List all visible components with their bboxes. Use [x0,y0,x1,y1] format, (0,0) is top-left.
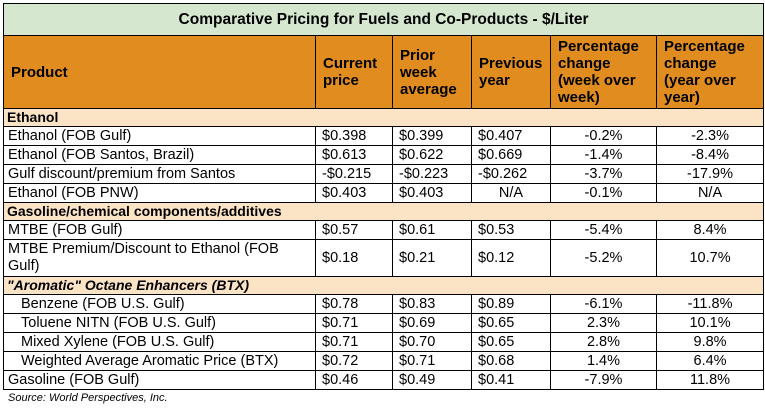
table-row: MTBE Premium/Discount to Ethanol (FOB Gu… [3,239,765,277]
pct-change-year: 10.7% [655,239,765,277]
previous-year-price: $0.53 [471,220,551,240]
pct-change-year: N/A [655,183,765,203]
pct-change-week: -1.4% [550,145,657,165]
pct-change-week: -6.1% [550,294,657,314]
pct-change-week: -0.1% [550,183,657,203]
pct-change-year: -8.4% [655,145,765,165]
pct-change-year: 6.4% [655,351,765,371]
current-price: -$0.215 [315,164,393,184]
pricing-table-container: Comparative Pricing for Fuels and Co-Pro… [2,3,765,404]
prior-week-price: $0.71 [392,351,472,371]
current-price: $0.46 [315,370,393,390]
header-previous-year: Previous year [471,35,551,109]
prior-week-price: $0.69 [392,313,472,333]
current-price: $0.71 [315,332,393,352]
previous-year-price: $0.65 [471,332,551,352]
pct-change-week: -3.7% [550,164,657,184]
table-row: Ethanol (FOB Santos, Brazil) $0.613 $0.6… [3,145,765,165]
prior-week-price: $0.622 [392,145,472,165]
product-name: Benzene (FOB U.S. Gulf) [3,294,316,314]
table-title: Comparative Pricing for Fuels and Co-Pro… [2,3,765,36]
prior-week-price: $0.61 [392,220,472,240]
header-row: Product Current price Prior week average… [3,35,765,109]
product-name: Ethanol (FOB Santos, Brazil) [3,145,316,165]
pct-change-year: -2.3% [655,126,765,146]
pct-change-week: -5.2% [550,239,657,277]
pct-change-week: 1.4% [550,351,657,371]
pct-change-week: 2.3% [550,313,657,333]
section-title: "Aromatic" Octane Enhancers (BTX) [2,276,765,295]
prior-week-price: $0.399 [392,126,472,146]
pct-change-year: -17.9% [655,164,765,184]
previous-year-price: $0.41 [471,370,551,390]
current-price: $0.57 [315,220,393,240]
product-name: MTBE (FOB Gulf) [3,220,316,240]
table-row: Toluene NITN (FOB U.S. Gulf) $0.71 $0.69… [3,313,765,333]
source-note: Source: World Perspectives, Inc. [8,392,168,404]
current-price: $0.18 [315,239,393,277]
table-row: MTBE (FOB Gulf) $0.57 $0.61 $0.53 -5.4% … [3,220,765,240]
product-name: Ethanol (FOB Gulf) [3,126,316,146]
pct-change-week: 2.8% [550,332,657,352]
header-prior-week: Prior week average [392,35,472,109]
table-row: Gasoline (FOB Gulf) $0.46 $0.49 $0.41 -7… [3,370,765,390]
previous-year-price: $0.65 [471,313,551,333]
pct-change-year: 9.8% [655,332,765,352]
table-row: Ethanol (FOB Gulf) $0.398 $0.399 $0.407 … [3,126,765,146]
section-title: Ethanol [2,108,765,127]
header-pct-year: Percentage change (year over year) [655,35,765,109]
prior-week-price: $0.70 [392,332,472,352]
table-row: Weighted Average Aromatic Price (BTX) $0… [3,351,765,371]
pricing-table: Comparative Pricing for Fuels and Co-Pro… [2,3,765,390]
current-price: $0.71 [315,313,393,333]
current-price: $0.613 [315,145,393,165]
header-pct-week: Percentage change (week over week) [550,35,657,109]
previous-year-price: $0.669 [471,145,551,165]
current-price: $0.398 [315,126,393,146]
product-name: Mixed Xylene (FOB U.S. Gulf) [3,332,316,352]
pct-change-week: -5.4% [550,220,657,240]
pct-change-year: 10.1% [655,313,765,333]
table-row: Benzene (FOB U.S. Gulf) $0.78 $0.83 $0.8… [3,294,765,314]
previous-year-price: $0.68 [471,351,551,371]
section-row-ethanol: Ethanol [2,108,765,127]
prior-week-price: $0.83 [392,294,472,314]
section-row-aromatic: "Aromatic" Octane Enhancers (BTX) [2,276,765,295]
pct-change-year: 11.8% [655,370,765,390]
header-product: Product [3,35,316,109]
current-price: $0.78 [315,294,393,314]
previous-year-price: $0.12 [471,239,551,277]
pct-change-week: -0.2% [550,126,657,146]
pct-change-week: -7.9% [550,370,657,390]
product-name: MTBE Premium/Discount to Ethanol (FOB Gu… [3,239,316,277]
product-name: Toluene NITN (FOB U.S. Gulf) [3,313,316,333]
table-row: Mixed Xylene (FOB U.S. Gulf) $0.71 $0.70… [3,332,765,352]
previous-year-price: $0.89 [471,294,551,314]
previous-year-price: N/A [471,183,551,203]
prior-week-price: $0.403 [392,183,472,203]
previous-year-price: -$0.262 [471,164,551,184]
current-price: $0.72 [315,351,393,371]
product-name: Weighted Average Aromatic Price (BTX) [3,351,316,371]
prior-week-price: $0.49 [392,370,472,390]
section-title: Gasoline/chemical components/additives [2,202,765,221]
current-price: $0.403 [315,183,393,203]
previous-year-price: $0.407 [471,126,551,146]
table-row: Gulf discount/premium from Santos -$0.21… [3,164,765,184]
prior-week-price: $0.21 [392,239,472,277]
product-name: Gulf discount/premium from Santos [3,164,316,184]
header-current-price: Current price [315,35,393,109]
prior-week-price: -$0.223 [392,164,472,184]
product-name: Ethanol (FOB PNW) [3,183,316,203]
product-name: Gasoline (FOB Gulf) [3,370,316,390]
section-row-gasoline-components: Gasoline/chemical components/additives [2,202,765,221]
table-row: Ethanol (FOB PNW) $0.403 $0.403 N/A -0.1… [3,183,765,203]
pct-change-year: -11.8% [655,294,765,314]
table-title-row: Comparative Pricing for Fuels and Co-Pro… [2,3,765,36]
pct-change-year: 8.4% [655,220,765,240]
